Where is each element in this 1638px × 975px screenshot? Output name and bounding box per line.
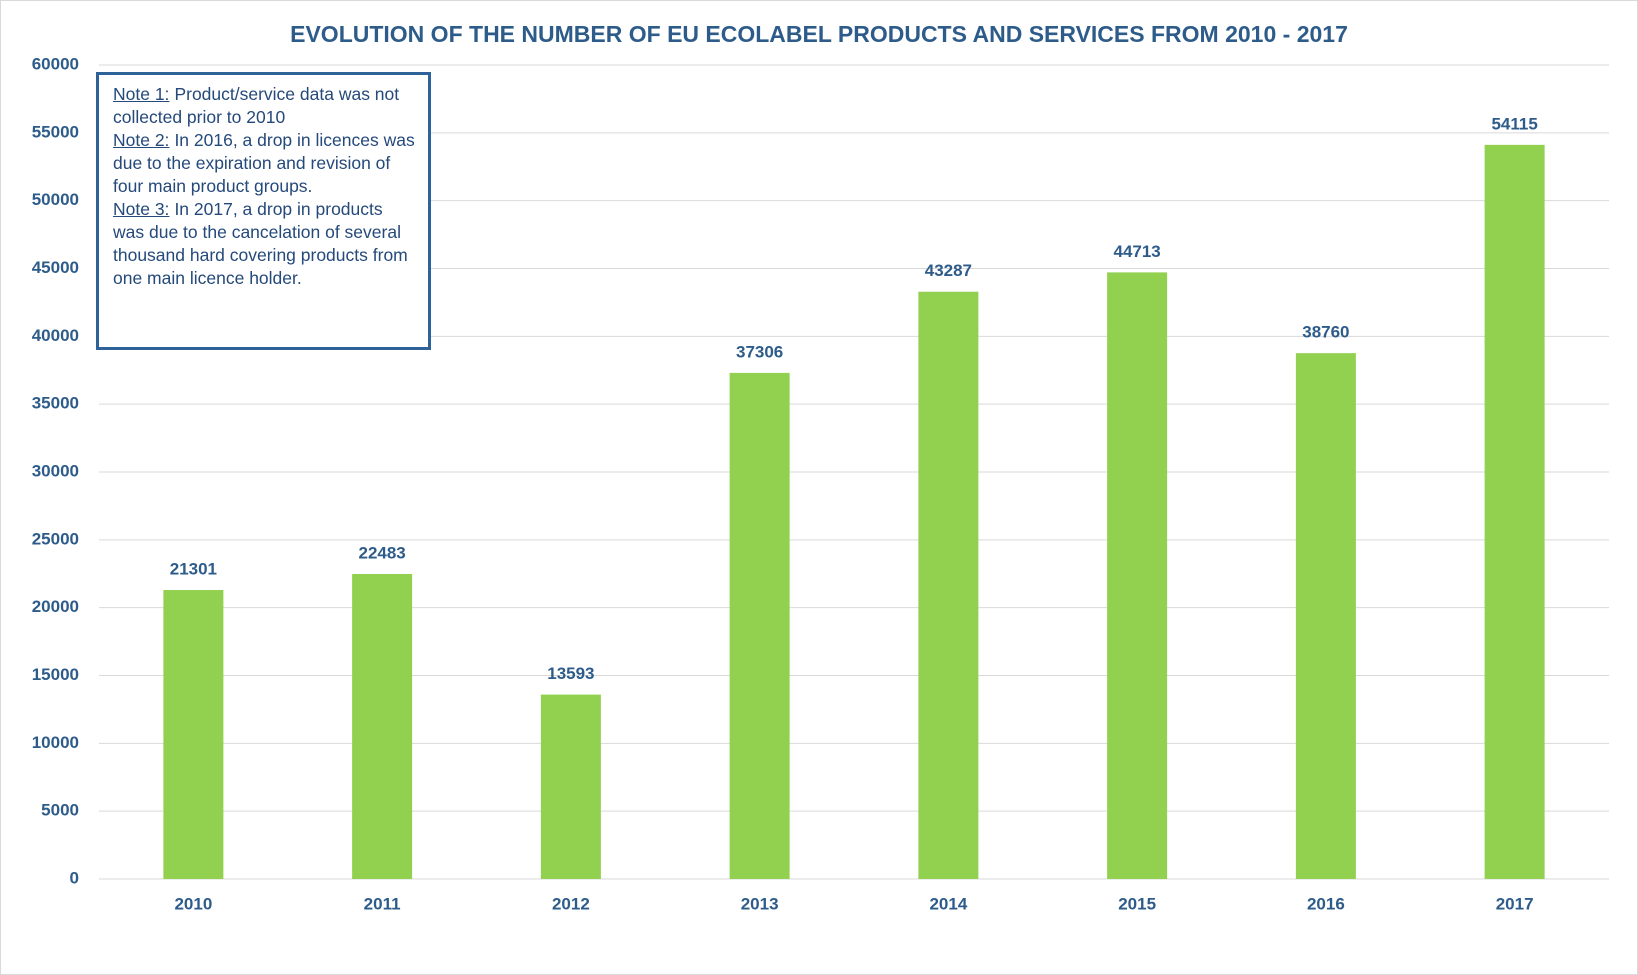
data-label: 38760 — [1302, 323, 1349, 342]
x-tick-label: 2012 — [552, 894, 590, 913]
note: Note 1: Product/service data was not coll… — [113, 83, 418, 129]
data-label: 37306 — [736, 342, 783, 361]
note: Note 3: In 2017, a drop in products was d… — [113, 198, 418, 290]
bar — [1484, 144, 1545, 879]
chart-title: EVOLUTION OF THE NUMBER OF EU ECOLABEL P… — [290, 21, 1348, 47]
note-box: Note 1: Product/service data was not coll… — [96, 72, 431, 350]
data-label: 21301 — [170, 560, 217, 579]
data-label: 54115 — [1491, 114, 1537, 133]
bar — [163, 590, 224, 879]
bar — [1295, 353, 1356, 879]
bar — [729, 372, 790, 879]
bar — [1107, 272, 1168, 879]
bar — [540, 694, 601, 879]
x-tick-label: 2010 — [174, 894, 212, 913]
note-text: Product/service data was not collected p… — [113, 84, 400, 127]
note-label: Note 2: — [113, 130, 170, 150]
x-tick-label: 2014 — [929, 894, 967, 913]
y-tick-label: 5000 — [41, 801, 79, 820]
bar — [352, 573, 413, 879]
x-tick-label: 2017 — [1496, 894, 1534, 913]
note-label: Note 1: — [113, 84, 170, 104]
x-tick-label: 2013 — [741, 894, 779, 913]
note-text: In 2017, a drop in products was due to t… — [113, 199, 408, 288]
x-tick-label: 2016 — [1307, 894, 1345, 913]
note-text: In 2016, a drop in licences was due to t… — [113, 130, 415, 196]
data-label: 44713 — [1113, 242, 1160, 261]
y-tick-label: 20000 — [32, 597, 79, 616]
y-tick-label: 60000 — [32, 54, 79, 73]
y-tick-label: 15000 — [32, 665, 79, 684]
y-tick-label: 0 — [70, 868, 79, 887]
data-label: 22483 — [358, 543, 405, 562]
x-tick-label: 2011 — [364, 894, 401, 913]
y-tick-label: 25000 — [32, 529, 79, 548]
y-tick-label: 55000 — [32, 122, 79, 141]
note: Note 2: In 2016, a drop in licences was d… — [113, 129, 418, 198]
data-label: 13593 — [547, 664, 594, 683]
y-tick-label: 45000 — [32, 258, 79, 277]
bar — [918, 291, 979, 879]
note-label: Note 3: — [113, 199, 170, 219]
y-tick-label: 35000 — [32, 394, 79, 413]
y-tick-label: 30000 — [32, 461, 79, 480]
y-tick-label: 10000 — [32, 733, 79, 752]
x-tick-label: 2015 — [1118, 894, 1156, 913]
y-tick-label: 40000 — [32, 326, 79, 345]
data-label: 43287 — [925, 261, 972, 280]
y-tick-label: 50000 — [32, 190, 79, 209]
